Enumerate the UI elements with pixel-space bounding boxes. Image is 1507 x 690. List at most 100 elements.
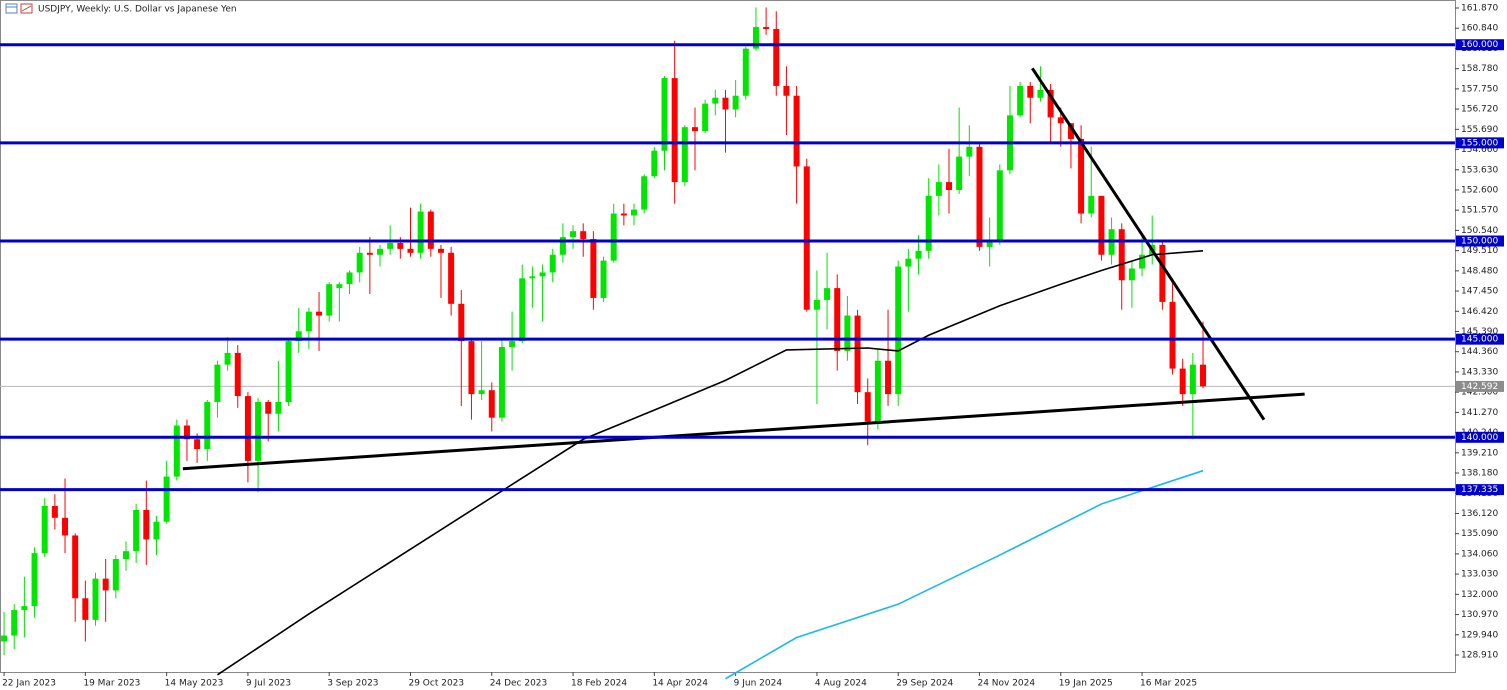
candle-body <box>580 231 587 240</box>
candle-body <box>600 260 607 298</box>
candle-body <box>874 360 881 422</box>
level-label: 145.000 <box>1461 335 1498 345</box>
candle-body <box>1067 123 1074 139</box>
candle-body <box>11 610 18 636</box>
candle-body <box>1189 364 1196 395</box>
candle-body <box>448 252 455 304</box>
last-price-label: 142.592 <box>1461 382 1498 392</box>
candle-body <box>1047 89 1054 118</box>
level-label: 150.000 <box>1461 237 1498 247</box>
candle-body <box>336 284 343 289</box>
candle-body <box>661 78 668 151</box>
candle-body <box>976 146 983 247</box>
x-tick-label: 24 Nov 2024 <box>977 679 1035 689</box>
y-tick-label: 161.870 <box>1461 4 1498 14</box>
candle-body <box>691 127 698 132</box>
candle-body <box>854 315 861 393</box>
y-tick-label: 133.030 <box>1461 570 1498 580</box>
x-tick-label: 16 Mar 2025 <box>1140 679 1197 689</box>
y-tick-label: 152.600 <box>1461 185 1498 195</box>
candle-body <box>41 506 48 554</box>
candle-body <box>783 85 790 96</box>
candle-body <box>326 284 333 316</box>
candle-body <box>519 278 526 342</box>
candle-body <box>620 213 627 216</box>
candle-body <box>864 392 871 422</box>
candle-body <box>1169 301 1176 369</box>
candle-body <box>387 242 394 249</box>
last-price-box <box>1456 380 1504 392</box>
x-tick-label: 22 Jan 2023 <box>2 679 56 689</box>
level-label-box <box>1456 137 1504 149</box>
level-label: 155.000 <box>1461 138 1498 148</box>
candle-body <box>844 315 851 351</box>
candle-body <box>295 331 302 342</box>
x-tick-label: 9 Jul 2023 <box>246 679 291 689</box>
candle-body <box>255 401 262 461</box>
candle-body <box>935 182 942 196</box>
candle-body <box>610 213 617 261</box>
candle-body <box>956 156 963 190</box>
candle-body <box>122 551 129 560</box>
y-tick-label: 141.270 <box>1461 408 1498 418</box>
candle-body <box>112 559 119 591</box>
candle-body <box>1098 195 1105 255</box>
candle-body <box>641 176 648 210</box>
candle-body <box>1017 85 1024 116</box>
candle-body <box>752 27 759 49</box>
candle-body <box>377 248 384 255</box>
level-label-box <box>1456 333 1504 345</box>
x-tick-label: 29 Oct 2023 <box>408 679 464 689</box>
y-tick-label: 139.210 <box>1461 448 1498 458</box>
candle-body <box>813 299 820 310</box>
x-tick-label: 4 Aug 2024 <box>815 679 867 689</box>
candle-body <box>102 578 109 591</box>
candle-body <box>834 288 841 351</box>
candle-body <box>1 635 8 642</box>
candle-body <box>51 506 58 518</box>
y-tick-label: 156.720 <box>1461 105 1498 115</box>
candle-body <box>651 150 658 177</box>
candle-body <box>356 252 363 273</box>
candle-body <box>539 272 546 277</box>
candle-body <box>21 606 28 611</box>
x-tick-label: 3 Sep 2023 <box>327 679 378 689</box>
y-tick-label: 155.690 <box>1461 125 1498 135</box>
candle-body <box>275 401 282 414</box>
y-tick-label: 154.660 <box>1461 145 1498 155</box>
candle-body <box>92 578 99 620</box>
candle-body <box>1128 268 1135 281</box>
candle-body <box>671 78 678 183</box>
candle-body <box>366 252 373 255</box>
candle-body <box>549 254 556 273</box>
candle-body <box>143 509 150 540</box>
candle-body <box>173 425 180 477</box>
candle-body <box>31 553 38 607</box>
candle-body <box>895 266 902 395</box>
candle-body <box>62 517 69 536</box>
y-tick-label: 145.390 <box>1461 327 1498 337</box>
y-tick-label: 142.300 <box>1461 388 1498 398</box>
y-tick-label: 149.510 <box>1461 246 1498 256</box>
candle-body <box>163 476 170 522</box>
candle-body <box>763 27 770 30</box>
y-tick-label: 135.090 <box>1461 529 1498 539</box>
x-tick-label: 19 Mar 2023 <box>83 679 140 689</box>
candle-body <box>244 396 251 461</box>
y-tick-label: 134.060 <box>1461 549 1498 559</box>
y-tick-label: 138.180 <box>1461 469 1498 479</box>
y-tick-label: 144.360 <box>1461 347 1498 357</box>
x-tick-label: 14 Apr 2024 <box>652 679 708 689</box>
candle-body <box>925 195 932 251</box>
title-icon <box>5 3 33 14</box>
indicator-line <box>216 250 1204 676</box>
x-tick-label: 19 Jan 2025 <box>1059 679 1113 689</box>
candle-body <box>742 48 749 96</box>
level-label-box <box>1456 39 1504 51</box>
candle-body <box>82 598 89 620</box>
candle-body <box>885 360 892 395</box>
candle-body <box>204 401 211 450</box>
y-tick-label: 129.940 <box>1461 630 1498 640</box>
candle-body <box>509 341 516 348</box>
